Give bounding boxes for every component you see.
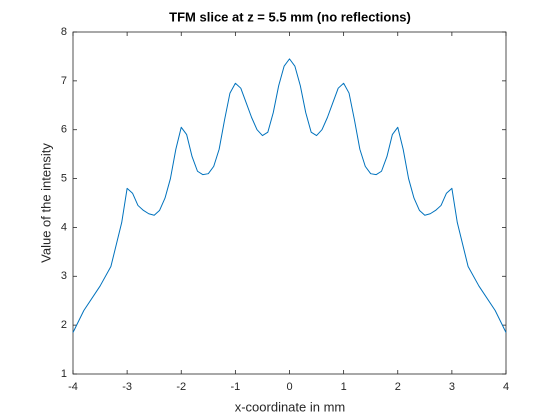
x-tick-label: 2 <box>395 381 401 393</box>
x-tick-label: 3 <box>449 381 455 393</box>
y-tick-label: 1 <box>61 368 67 380</box>
y-tick-label: 8 <box>61 26 67 38</box>
x-tick-label: 0 <box>286 381 292 393</box>
x-tick-label: -3 <box>122 381 132 393</box>
chart-title: TFM slice at z = 5.5 mm (no reflections) <box>169 9 411 24</box>
x-tick-label: 4 <box>503 381 509 393</box>
y-tick-label: 2 <box>61 319 67 331</box>
y-tick-label: 6 <box>61 124 67 136</box>
x-tick-label: -2 <box>176 381 186 393</box>
y-tick-label: 3 <box>61 270 67 282</box>
y-tick-label: 5 <box>61 172 67 184</box>
x-tick-label: -1 <box>230 381 240 393</box>
y-axis-label: Value of the intensity <box>38 143 53 263</box>
x-tick-label: 1 <box>341 381 347 393</box>
y-tick-label: 7 <box>61 75 67 87</box>
y-tick-label: 4 <box>61 221 67 233</box>
x-axis-label: x-coordinate in mm <box>235 399 346 414</box>
x-tick-label: -4 <box>68 381 78 393</box>
line-series <box>72 58 507 333</box>
